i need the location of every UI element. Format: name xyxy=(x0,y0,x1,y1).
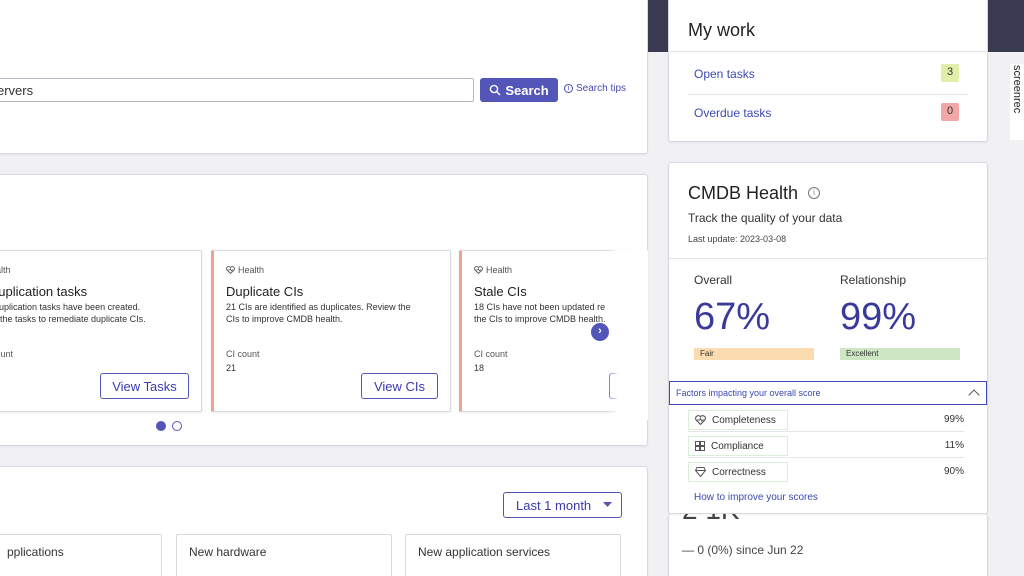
task-tag: ealth xyxy=(0,265,11,275)
overdue-tasks-row[interactable]: Overdue tasks 0 xyxy=(669,95,987,133)
relationship-rating-bar: Excellent xyxy=(840,348,960,360)
overall-label: Overall xyxy=(694,273,733,287)
ci-count-value: 21 xyxy=(226,363,237,373)
open-tasks-row[interactable]: Open tasks 3 xyxy=(669,56,987,94)
divider xyxy=(688,94,968,95)
info-icon[interactable]: i xyxy=(808,187,820,199)
divider xyxy=(669,51,987,52)
my-work-card xyxy=(668,0,988,142)
factor-value: 99% xyxy=(943,414,964,425)
carousel-next-button[interactable]: › xyxy=(591,323,609,341)
overall-rating-bar: Fair xyxy=(694,348,814,360)
my-work-title: My work xyxy=(688,20,755,40)
info-icon: i xyxy=(564,84,573,93)
ci-count-label: CI count xyxy=(226,349,260,359)
overall-score: 67% xyxy=(694,296,771,338)
task-title: Stale CIs xyxy=(474,284,527,299)
health-icon xyxy=(474,266,483,274)
trend-tile-new-hardware[interactable]: New hardware xyxy=(176,534,392,576)
factors-accordion-header[interactable]: Factors impacting your overall score xyxy=(669,381,987,405)
carousel-dot-active[interactable] xyxy=(156,421,166,431)
screenrec-label: screenrec xyxy=(1011,65,1023,114)
health-icon xyxy=(226,266,235,274)
chevron-right-icon: › xyxy=(598,325,602,337)
ci-count-value: 18 xyxy=(474,363,485,373)
factor-row-compliance[interactable]: Compliance 11% xyxy=(688,432,964,458)
factor-value: 90% xyxy=(943,466,964,477)
cmdb-since-text: — 0 (0%) since Jun 22 xyxy=(682,543,804,557)
task-title: Duplicate CIs xyxy=(226,284,304,299)
cmdb-title: CMDB Health xyxy=(688,183,799,203)
factor-value: 11% xyxy=(944,440,964,451)
task-description: 18 CIs have not been updated re the CIs t… xyxy=(474,302,606,324)
task-description: 21 CIs are identified as duplicates. Rev… xyxy=(226,302,411,324)
search-card xyxy=(0,0,648,154)
heart-pulse-icon xyxy=(695,415,706,425)
time-range-label: Last 1 month xyxy=(516,497,592,513)
search-button[interactable]: Search xyxy=(480,78,558,102)
task-title: duplication tasks xyxy=(0,284,88,299)
factor-label: Compliance xyxy=(688,436,788,456)
task-card-dedup: ealth duplication tasks -duplication tas… xyxy=(0,250,202,412)
task-tag: Health xyxy=(474,265,512,275)
search-tips-link[interactable]: i Search tips xyxy=(564,83,626,94)
view-cis-button[interactable]: View CIs xyxy=(361,373,438,399)
trend-tile-applications[interactable]: pplications xyxy=(0,534,162,576)
search-button-label: Search xyxy=(505,82,549,98)
time-range-select[interactable]: Last 1 month xyxy=(503,492,622,518)
ci-count-label: count xyxy=(0,349,14,359)
chevron-up-icon xyxy=(968,389,980,401)
ci-count-label: CI count xyxy=(474,349,508,359)
relationship-label: Relationship xyxy=(840,273,907,287)
open-tasks-count: 3 xyxy=(941,64,959,82)
relationship-score: 99% xyxy=(840,296,917,338)
factor-label: Correctness xyxy=(688,462,788,482)
diamond-icon xyxy=(695,467,706,477)
view-tasks-button[interactable]: View Tasks xyxy=(100,373,189,399)
cmdb-lower-card xyxy=(668,514,988,576)
overdue-tasks-count: 0 xyxy=(941,103,959,121)
search-icon xyxy=(490,84,501,96)
cmdb-subtitle: Track the quality of your data xyxy=(688,211,843,225)
factor-row-completeness[interactable]: Completeness 99% xyxy=(688,406,964,432)
screenrec-watermark: screenrec xyxy=(1010,64,1024,140)
overdue-tasks-label: Overdue tasks xyxy=(694,106,772,120)
factors-label: Factors impacting your overall score xyxy=(676,388,821,398)
task-description: -duplication tasks have been created. w t… xyxy=(0,302,146,324)
factor-row-correctness[interactable]: Correctness 90% xyxy=(688,458,964,484)
task-card-duplicate-cis: Health Duplicate CIs 21 CIs are identifi… xyxy=(211,250,451,412)
caret-down-icon xyxy=(603,502,613,507)
search-tips-label: Search tips xyxy=(576,83,627,94)
improve-scores-link[interactable]: How to improve your scores xyxy=(694,492,818,503)
search-input[interactable]: ervers xyxy=(0,78,474,102)
trend-tile-new-app-services[interactable]: New application services xyxy=(405,534,621,576)
grid-icon xyxy=(695,441,705,451)
open-tasks-label: Open tasks xyxy=(694,67,755,81)
factor-label: Completeness xyxy=(688,410,788,430)
carousel-dot[interactable] xyxy=(172,421,182,431)
search-input-value: ervers xyxy=(0,83,34,98)
task-tag: Health xyxy=(226,265,264,275)
last-update: Last update: 2023-03-08 xyxy=(688,234,787,244)
carousel-fade xyxy=(606,250,648,420)
divider xyxy=(669,258,987,259)
